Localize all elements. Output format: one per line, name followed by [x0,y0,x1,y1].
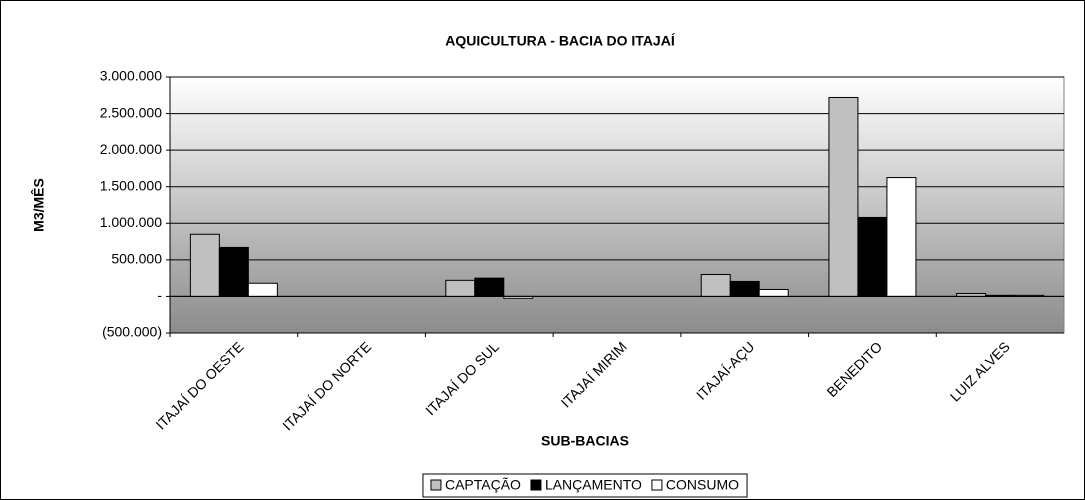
bar [729,280,760,297]
chart-title: AQUICULTURA - BACIA DO ITAJAÍ [445,33,676,49]
plot-area [169,76,1065,334]
y-tick-label: 3.000.000 [100,68,162,84]
y-tick-label: (500.000) [102,324,162,340]
bar [445,279,476,297]
legend-swatch [530,479,542,491]
legend-label: CONSUMO [666,477,739,493]
y-tick-label: - [157,287,162,303]
bar [828,96,859,297]
legend-label: LANÇAMENTO [545,477,642,493]
y-axis-title: M3/MÊS [30,178,47,232]
y-tick-label: 2.000.000 [100,141,162,157]
y-tick-label: 1.500.000 [100,177,162,193]
y-tick-label: 500.000 [111,251,162,267]
bar [700,273,731,297]
bar [189,233,220,297]
bar [247,282,278,297]
bar [886,177,917,297]
legend-swatch [651,479,663,491]
y-tick-label: 2.500.000 [100,104,162,120]
bar [857,216,888,297]
bar [474,277,505,297]
legend-label: CAPTAÇÃO [445,477,521,493]
legend-box [422,473,748,498]
bar [218,246,249,297]
legend-swatch [430,479,442,491]
bar [758,288,789,297]
x-axis-title: SUB-BACIAS [541,433,629,449]
y-tick-label: 1.000.000 [100,214,162,230]
